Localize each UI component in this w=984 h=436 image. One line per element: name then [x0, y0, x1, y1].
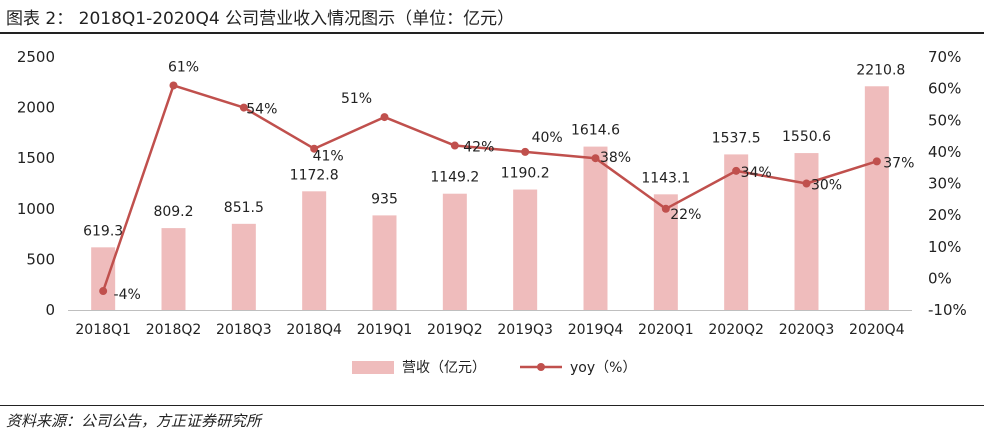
yoy-value-label: 42%: [463, 140, 494, 156]
yoy-line: [101, 84, 878, 292]
yoy-point: [521, 147, 530, 156]
y-left-tick-label: 2500: [17, 48, 55, 66]
bar: [513, 189, 538, 310]
x-tick-label: 2020Q1: [638, 322, 694, 338]
y-right-tick-label: 0%: [928, 269, 952, 287]
bar: [864, 86, 889, 311]
x-tick-label: 2018Q3: [216, 322, 272, 338]
yoy-point: [450, 141, 459, 150]
y-left-tick-label: 1000: [17, 200, 55, 218]
bar-value-label: 2210.8: [856, 62, 905, 78]
legend-bar-swatch: [352, 361, 394, 374]
yoy-value-label: 37%: [883, 155, 914, 171]
bar-value-label: 809.2: [153, 204, 193, 220]
x-tick-label: 2020Q4: [849, 322, 905, 338]
yoy-value-label: -4%: [114, 287, 141, 303]
bar-value-label: 935: [371, 191, 398, 207]
bar: [91, 247, 116, 310]
bar-value-label: 1614.6: [571, 123, 620, 139]
yoy-point: [239, 103, 248, 112]
bar: [583, 146, 608, 310]
bar: [161, 228, 186, 310]
x-tick-label: 2018Q1: [75, 322, 131, 338]
x-tick-label: 2020Q3: [779, 322, 835, 338]
x-tick-label: 2020Q2: [708, 322, 764, 338]
legend-bar-label: 营收（亿元）: [402, 360, 486, 376]
bar-value-label: 619.3: [83, 223, 123, 239]
yoy-value-label: 54%: [246, 102, 277, 118]
bar-value-label: 1172.8: [290, 167, 339, 183]
yoy-point: [380, 113, 389, 122]
y-right-tick-label: 10%: [928, 238, 961, 256]
bar: [653, 194, 678, 310]
x-tick-label: 2019Q1: [357, 322, 413, 338]
bar: [302, 191, 327, 310]
y-right-tick-label: 60%: [928, 80, 961, 98]
yoy-value-label: 61%: [168, 59, 199, 75]
bar: [231, 223, 256, 310]
y-right-tick-label: 30%: [928, 175, 961, 193]
yoy-value-label: 22%: [670, 207, 701, 223]
yoy-value-label: 30%: [811, 178, 842, 194]
yoy-value-label: 51%: [341, 91, 372, 107]
y-right-tick-label: 20%: [928, 206, 961, 224]
x-tick-label: 2018Q4: [286, 322, 342, 338]
x-tick-label: 2019Q4: [568, 322, 624, 338]
bar: [794, 153, 819, 310]
yoy-value-label: 41%: [313, 149, 344, 165]
yoy-value-label: 34%: [741, 165, 772, 181]
bar: [724, 154, 749, 310]
top-rule: [0, 32, 984, 34]
y-right-tick-label: 40%: [928, 143, 961, 161]
yoy-point: [732, 166, 741, 175]
x-tick-label: 2018Q2: [146, 322, 202, 338]
y-right-tick-label: 70%: [928, 48, 961, 66]
bar-value-label: 851.5: [224, 200, 264, 216]
y-left-tick-label: 1500: [17, 149, 55, 167]
yoy-value-label: 38%: [600, 150, 631, 166]
legend-line-label: yoy（%）: [570, 360, 636, 376]
source-note: 资料来源：公司公告，方正证券研究所: [6, 412, 262, 430]
yoy-point: [872, 157, 881, 166]
y-left-tick-label: 0: [45, 301, 55, 319]
yoy-point: [169, 81, 178, 90]
legend-line-marker: [537, 363, 545, 371]
yoy-point: [802, 179, 811, 188]
bar-value-label: 1190.2: [501, 166, 550, 182]
y-left-tick-label: 500: [26, 250, 55, 268]
bar-value-label: 1143.1: [641, 170, 690, 186]
bar: [372, 215, 397, 310]
yoy-point: [310, 144, 319, 153]
chart: 0 500 1000 1500 2000 2500 -10% 0% 10% 20% 30% 40% 50…: [17, 48, 967, 376]
yoy-point: [99, 287, 108, 296]
yoy-value-label: 40%: [532, 130, 563, 146]
y-right-tick-label: 50%: [928, 111, 961, 129]
bar-value-label: 1550.6: [782, 129, 831, 145]
bar-value-label: 1149.2: [430, 170, 479, 186]
yoy-point: [591, 154, 600, 163]
bar-value-label: 1537.5: [712, 130, 761, 146]
x-tick-label: 2019Q3: [497, 322, 553, 338]
x-tick-label: 2019Q2: [427, 322, 483, 338]
y-left-tick-label: 2000: [17, 99, 55, 117]
bottom-rule: [0, 405, 984, 406]
bar: [442, 193, 467, 310]
y-right-tick-label: -10%: [928, 301, 967, 319]
chart-title: 图表 2： 2018Q1-2020Q4 公司营业收入情况图示（单位：亿元）: [6, 9, 515, 29]
yoy-point: [661, 204, 670, 213]
